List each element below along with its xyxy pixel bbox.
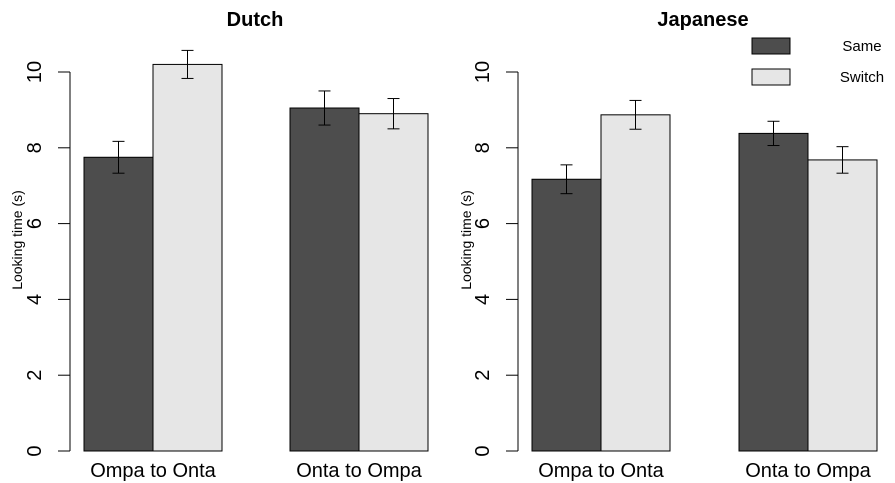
y-tick-label: 2: [24, 370, 46, 381]
bar-switch: [807, 159, 878, 452]
y-axis-title: Looking time (s): [458, 190, 474, 290]
bar-same: [531, 178, 602, 452]
category-label: Onta to Ompa: [745, 460, 871, 482]
y-tick-label: 8: [24, 142, 46, 153]
category-label: Onta to Ompa: [296, 460, 422, 482]
category-label: Ompa to Onta: [538, 460, 664, 482]
y-tick-label: 0: [24, 445, 46, 456]
bar-same: [83, 156, 154, 452]
y-tick-label: 10: [472, 61, 494, 83]
y-tick-label: 4: [472, 294, 494, 305]
bar-switch: [152, 63, 223, 452]
legend-swatch-same: [751, 37, 791, 55]
bar-switch: [600, 114, 671, 452]
y-tick-label: 10: [24, 61, 46, 83]
legend-label-same: Same: [842, 38, 881, 55]
bar-switch: [358, 113, 429, 452]
y-axis-title: Looking time (s): [9, 190, 25, 290]
y-tick-label: 6: [472, 218, 494, 229]
bar-same: [738, 132, 809, 452]
y-tick-label: 4: [24, 294, 46, 305]
y-tick-label: 0: [472, 445, 494, 456]
bar-same: [289, 107, 360, 452]
y-tick-label: 2: [472, 370, 494, 381]
y-tick-label: 6: [24, 218, 46, 229]
category-label: Ompa to Onta: [90, 460, 216, 482]
chart-title: Japanese: [657, 9, 748, 31]
chart-title: Dutch: [227, 9, 284, 31]
legend-swatch-switch: [751, 68, 791, 86]
legend-label-switch: Switch: [840, 69, 884, 86]
y-tick-label: 8: [472, 142, 494, 153]
